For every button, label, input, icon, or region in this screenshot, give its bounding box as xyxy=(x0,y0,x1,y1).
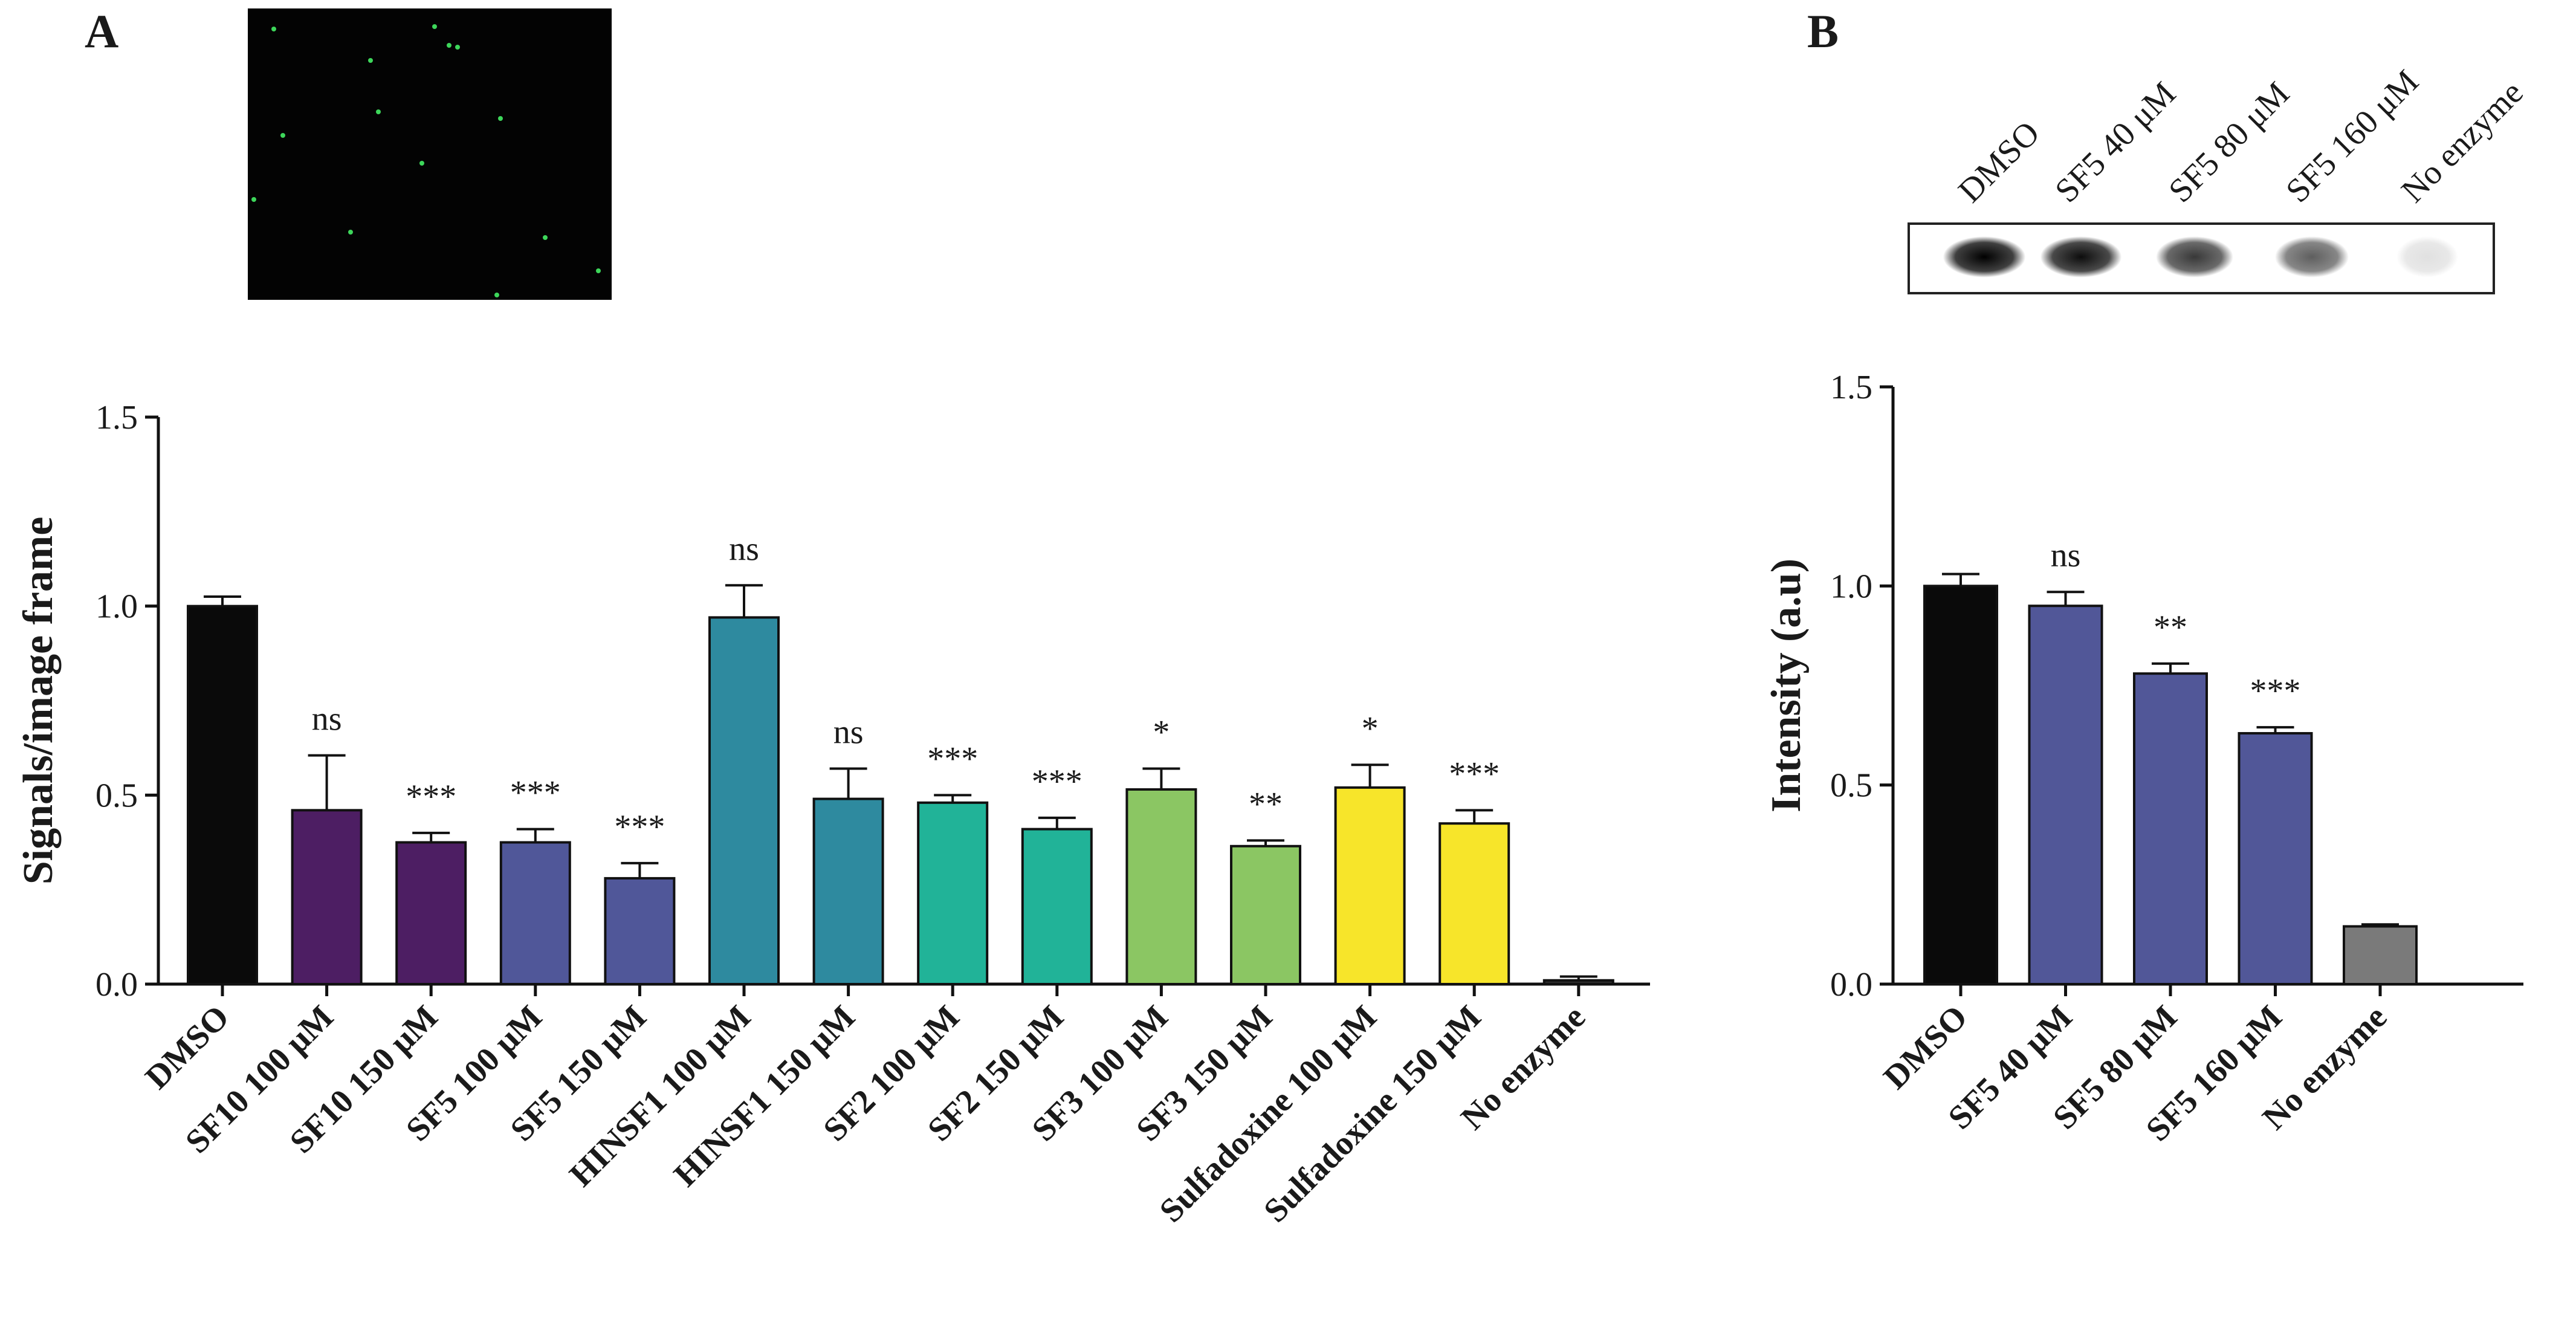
y-tick-label: 0.5 xyxy=(1830,767,1872,805)
significance-label: ns xyxy=(729,530,759,568)
y-tick-label: 0.0 xyxy=(1830,966,1872,1003)
fluorescent-spot xyxy=(368,58,373,63)
fluorescent-spot xyxy=(376,109,381,114)
panel-letter-a: A xyxy=(85,5,118,57)
bar-hinsf1-100-m xyxy=(708,616,780,985)
bar-sf3-100-m xyxy=(1125,788,1197,986)
significance-label: *** xyxy=(406,778,456,815)
bar-sf5-160-m xyxy=(2238,732,2313,986)
fluorescent-spot xyxy=(348,230,353,235)
fluorescent-spot xyxy=(596,268,601,273)
bar-sf2-100-m xyxy=(917,801,989,985)
bar-sulfadoxine-100-m xyxy=(1334,786,1406,985)
panel-letter-b: B xyxy=(1807,5,1839,57)
significance-label: *** xyxy=(1032,763,1083,800)
significance-label: *** xyxy=(510,774,561,812)
bar-sf5-80-m xyxy=(2133,672,2208,985)
fluorescent-spot xyxy=(494,293,499,297)
bar-sulfadoxine-150-m xyxy=(1438,822,1510,985)
blot-band-sf5-80-m xyxy=(2156,236,2233,277)
bar-sf2-150-m xyxy=(1021,828,1093,985)
significance-label: *** xyxy=(1449,755,1500,792)
y-tick-label: 0.5 xyxy=(95,777,138,814)
significance-label: ns xyxy=(833,714,864,751)
significance-label: * xyxy=(1153,714,1170,751)
fluorescence-micrograph xyxy=(248,8,612,300)
blot-band-sf5-40-m xyxy=(2040,236,2122,277)
bar-sf10-150-m xyxy=(395,841,467,985)
significance-label: ** xyxy=(2154,609,2187,646)
bar-sf5-150-m xyxy=(604,877,676,985)
fluorescent-spot xyxy=(251,197,256,202)
bar-dmso xyxy=(187,604,258,985)
y-tick-label: 0.0 xyxy=(95,966,138,1003)
fluorescent-spot xyxy=(271,27,276,31)
micrograph-background xyxy=(248,8,612,300)
fluorescent-spot xyxy=(498,116,503,121)
y-tick-label: 1.5 xyxy=(95,399,138,436)
significance-label: *** xyxy=(2250,672,2301,710)
bar-no-enzyme xyxy=(1542,979,1614,986)
bar-dmso xyxy=(1923,585,1998,985)
fluorescent-spot xyxy=(419,161,424,166)
significance-label: ** xyxy=(1249,785,1283,823)
blot-band-no-enzyme xyxy=(2396,236,2459,277)
fluorescent-spot xyxy=(280,133,285,138)
y-tick-label: 1.5 xyxy=(1830,369,1872,406)
bar-no-enzyme xyxy=(2343,925,2418,985)
significance-label: *** xyxy=(614,808,665,846)
significance-label: ns xyxy=(2051,537,2081,574)
significance-label: * xyxy=(1362,710,1379,747)
blot-band-dmso xyxy=(1943,236,2026,277)
fluorescent-spot xyxy=(447,43,451,48)
bar-hinsf1-150-m xyxy=(812,797,884,985)
fluorescent-spot xyxy=(432,24,437,29)
significance-label: ns xyxy=(312,701,342,738)
bar-sf5-100-m xyxy=(499,841,571,985)
bar-sf5-40-m xyxy=(2028,604,2103,985)
y-tick-label: 1.0 xyxy=(1830,568,1872,605)
y-axis-title: Intensity (a.u) xyxy=(1763,559,1810,812)
significance-label: *** xyxy=(927,740,978,777)
blot-band-sf5-160-m xyxy=(2274,236,2349,277)
y-axis-title: Signals/image frame xyxy=(15,517,62,885)
fluorescent-spot xyxy=(455,45,460,50)
bar-sf3-150-m xyxy=(1230,844,1301,985)
fluorescent-spot xyxy=(543,235,548,240)
y-tick-label: 1.0 xyxy=(95,588,138,626)
bar-sf10-100-m xyxy=(291,809,363,985)
